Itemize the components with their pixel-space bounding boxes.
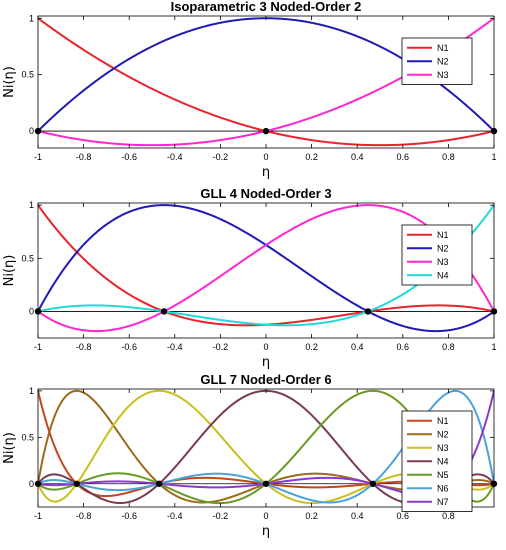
x-tick-label: 0.6 — [397, 152, 410, 162]
node-point-3 — [364, 308, 372, 315]
legend: N1 N2 N3 — [401, 37, 473, 85]
x-tick-label: -0.6 — [121, 342, 137, 352]
x-tick-label: -0.8 — [76, 152, 92, 162]
legend-label-n6: N6 — [437, 483, 449, 493]
node-point-4 — [262, 480, 270, 487]
y-tick-label: 0.5 — [21, 70, 34, 80]
x-tick-label: 1 — [491, 152, 496, 162]
x-tick-label: -0.4 — [167, 342, 183, 352]
legend-label-n1: N1 — [437, 43, 449, 53]
y-tick-label: 0 — [29, 479, 34, 489]
legend-label-n1: N1 — [437, 230, 449, 240]
x-tick-label: 1 — [491, 342, 496, 352]
x-tick-label: -0.4 — [167, 152, 183, 162]
x-tick-label: 0.4 — [351, 511, 364, 521]
legend-label-n3: N3 — [437, 70, 449, 80]
x-axis-label: η — [262, 165, 270, 180]
y-tick-label: 1 — [29, 200, 34, 210]
x-tick-label: 0.8 — [442, 342, 455, 352]
x-tick-label: -0.2 — [213, 342, 229, 352]
x-tick-label: -0.6 — [121, 511, 137, 521]
y-tick-label: 1 — [29, 386, 34, 396]
chart-panel-2: GLL 4 Noded-Order 3 -1 -0.8 -0.6 -0.4 -0.2 0 0.… — [2, 186, 498, 370]
legend-label-n2: N2 — [437, 429, 449, 439]
node-point-2 — [73, 480, 80, 487]
x-tick-label: -1 — [34, 342, 42, 352]
legend-label-n4: N4 — [437, 270, 449, 280]
y-tick-label: 0.5 — [21, 253, 34, 263]
x-tick-label: -0.6 — [121, 152, 137, 162]
y-axis-label: Ni(η) — [2, 432, 17, 464]
x-tick-label: 0.6 — [397, 342, 410, 352]
x-tick-label: 0.4 — [351, 152, 364, 162]
x-tick-label: 0 — [263, 152, 268, 162]
legend-label-n4: N4 — [437, 456, 449, 466]
chart-panel-1: Isoparametric 3 Noded-Order 2 -1 -0.8 -0.6 -… — [2, 0, 498, 180]
legend-label-n2: N2 — [437, 243, 449, 253]
node-point-5 — [369, 480, 377, 487]
node-point-2 — [262, 127, 270, 135]
y-tick-label: 1 — [29, 13, 34, 23]
legend-label-n2: N2 — [437, 56, 449, 66]
legend-label-n3: N3 — [437, 443, 449, 453]
x-tick-label: -1 — [34, 152, 42, 162]
x-tick-label: 0 — [263, 342, 268, 352]
x-tick-label: 0.2 — [305, 511, 318, 521]
y-tick-label: 0.5 — [21, 432, 34, 442]
node-point-3 — [155, 480, 163, 487]
legend: N1 N2 N3 N4 N5 N6 N7 — [401, 410, 473, 512]
chart-title: Isoparametric 3 Noded-Order 2 — [171, 0, 362, 14]
legend-label-n5: N5 — [437, 470, 449, 480]
chart-title: GLL 7 Noded-Order 6 — [200, 372, 331, 387]
legend-label-n3: N3 — [437, 257, 449, 267]
x-axis-label: η — [262, 524, 270, 539]
x-tick-label: 0.8 — [442, 152, 455, 162]
x-axis-label: η — [262, 355, 270, 370]
x-tick-label: 0.2 — [305, 152, 318, 162]
x-tick-label: 0.8 — [442, 511, 455, 521]
y-tick-label: 0 — [29, 306, 34, 316]
x-tick-label: -0.4 — [167, 511, 183, 521]
x-tick-label: -0.8 — [76, 342, 92, 352]
y-axis-label: Ni(η) — [2, 255, 17, 287]
y-tick-label: 0 — [29, 126, 34, 136]
legend-label-n1: N1 — [437, 416, 449, 426]
chart-panel-3: GLL 7 Noded-Order 6 -1 -0.8 -0.6 -0.4 -0.2 0 0.… — [2, 372, 498, 539]
chart-title: GLL 4 Noded-Order 3 — [200, 186, 331, 201]
x-tick-label: 0.4 — [351, 342, 364, 352]
legend: N1 N2 N3 N4 — [401, 224, 473, 286]
y-axis-label: Ni(η) — [2, 66, 17, 98]
x-tick-label: 0.2 — [305, 342, 318, 352]
legend-label-n7: N7 — [437, 497, 449, 507]
series-line-n3 — [38, 204, 494, 333]
x-tick-label: -0.8 — [76, 511, 92, 521]
x-tick-label: -0.2 — [213, 152, 229, 162]
x-tick-label: -0.2 — [213, 511, 229, 521]
x-tick-label: -1 — [34, 511, 42, 521]
curves — [38, 204, 494, 333]
x-tick-label: 0.6 — [397, 511, 410, 521]
x-tick-label: 0 — [263, 511, 268, 521]
node-point-2 — [160, 308, 168, 315]
